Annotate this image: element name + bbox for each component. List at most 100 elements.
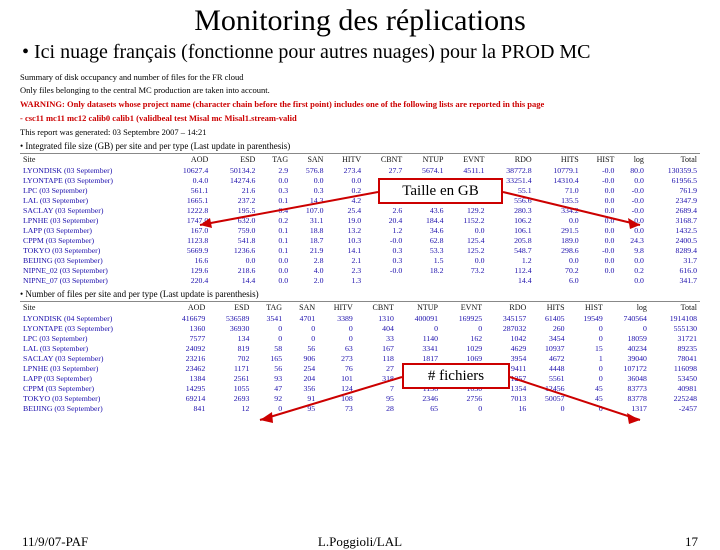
table-row: NIPNE_07 (03 September)220.414.40.02.01.… — [20, 275, 700, 285]
table-cell: 0 — [568, 333, 606, 343]
table-cell: 759.0 — [211, 225, 258, 235]
table-cell: 0 — [568, 323, 606, 333]
bullet-main: Ici nuage français (fonctionne pour autr… — [0, 40, 720, 70]
table-header-row: SiteAODESDTAGSANHITVCBNTNTUPEVNTRDOHITSH… — [20, 302, 700, 314]
table-cell: TOKYO (03 September) — [20, 393, 164, 403]
table-cell: 0 — [252, 333, 285, 343]
table-cell: 18.7 — [291, 235, 326, 245]
table-cell: 218.6 — [211, 265, 258, 275]
table-cell: 1171 — [208, 363, 252, 373]
table-cell: 5674.1 — [405, 165, 446, 175]
table-cell: 38772.8 — [488, 165, 535, 175]
table-cell: 0.0 — [582, 205, 618, 215]
table-cell: 0 — [397, 323, 441, 333]
table-cell: 4.2 — [326, 195, 364, 205]
table-cell: 0.4.0 — [164, 175, 211, 185]
table-cell: 1140 — [397, 333, 441, 343]
table-cell: 40981 — [650, 383, 700, 393]
table-cell: 1042 — [485, 333, 529, 343]
table-cell: 5561 — [529, 373, 567, 383]
col-header: Site — [20, 154, 164, 166]
table-cell: 0 — [606, 323, 650, 333]
table-cell: 56 — [285, 343, 318, 353]
table-cell: 0.0 — [617, 275, 647, 285]
col-header: HITV — [318, 302, 356, 314]
table-cell: 43.6 — [405, 205, 446, 215]
table-row: LAL (03 September)2409281958566316733411… — [20, 343, 700, 353]
table-cell: 0.2 — [326, 185, 364, 195]
col-header: log — [617, 154, 647, 166]
table-cell: 8289.4 — [647, 245, 700, 255]
col-header: Total — [647, 154, 700, 166]
table-cell: 89235 — [650, 343, 700, 353]
table-cell: 1384 — [164, 373, 208, 383]
table-cell: 2693 — [208, 393, 252, 403]
col-header: EVNT — [447, 154, 488, 166]
table-cell: 0.0 — [291, 175, 326, 185]
section-label-files: • Number of files per site and per type … — [20, 289, 700, 299]
table-cell: 12456 — [529, 383, 567, 393]
table-cell: 1055 — [208, 383, 252, 393]
table-cell: 16 — [485, 403, 529, 413]
col-header: ESD — [208, 302, 252, 314]
table-cell: 298.6 — [535, 245, 582, 255]
col-header: AOD — [164, 154, 211, 166]
table-cell: 548.7 — [488, 245, 535, 255]
table-cell: 280.3 — [488, 205, 535, 215]
col-header: HITS — [535, 154, 582, 166]
report-line-2: Only files belonging to the central MC p… — [20, 85, 700, 96]
table-cell: 61405 — [529, 313, 567, 323]
table-cell: 18.2 — [405, 265, 446, 275]
table-cell: 0.0 — [582, 225, 618, 235]
table-cell: 0.3 — [364, 245, 405, 255]
table-cell: 0 — [568, 363, 606, 373]
table-cell: TOKYO (03 September) — [20, 245, 164, 255]
table-cell: 36048 — [606, 373, 650, 383]
table-cell: 356 — [285, 383, 318, 393]
table-cell: 0.0 — [211, 255, 258, 265]
table-cell: -0.0 — [364, 235, 405, 245]
table-cell: 0.0 — [258, 265, 291, 275]
table-cell: 19549 — [568, 313, 606, 323]
table-row: BEIJING (03 September)841120957328650160… — [20, 403, 700, 413]
table-row: BEIJING (03 September)16.60.00.02.82.10.… — [20, 255, 700, 265]
table-cell: 10627.4 — [164, 165, 211, 175]
table-cell: 73.2 — [447, 265, 488, 275]
table-cell: 205.8 — [488, 235, 535, 245]
table-cell: 13.2 — [326, 225, 364, 235]
table-cell: 65 — [397, 403, 441, 413]
table-cell: 184.4 — [405, 215, 446, 225]
table-cell: 0.0 — [582, 185, 618, 195]
table-cell: 0.0 — [617, 175, 647, 185]
table-cell: 3168.7 — [647, 215, 700, 225]
table-row: LYONTAPE (03 September)13603693000040400… — [20, 323, 700, 333]
table-cell: 2.6 — [364, 205, 405, 215]
table-cell: 0 — [285, 333, 318, 343]
table-cell: 7 — [356, 383, 397, 393]
table-cell: 0.3 — [291, 185, 326, 195]
table-cell: 33 — [356, 333, 397, 343]
table-cell: 129.6 — [164, 265, 211, 275]
table-cell: LPNHE (03 September) — [20, 215, 164, 225]
table-cell: 1 — [568, 353, 606, 363]
table-cell: 106.1 — [488, 225, 535, 235]
table-cell: 318 — [356, 373, 397, 383]
table-cell: 24092 — [164, 343, 208, 353]
col-header: SAN — [285, 302, 318, 314]
table-cell: 740564 — [606, 313, 650, 323]
table-cell: 3954 — [485, 353, 529, 363]
table-cell: 334.2 — [535, 205, 582, 215]
table-cell: 1310 — [356, 313, 397, 323]
table-cell: 19.0 — [326, 215, 364, 225]
col-header: TAG — [252, 302, 285, 314]
table-cell: LPC (03 September) — [20, 185, 164, 195]
table-cell: 2.3 — [326, 265, 364, 275]
table-cell: 195.5 — [211, 205, 258, 215]
table-cell: 2.8 — [291, 255, 326, 265]
table-cell: -0.0 — [364, 265, 405, 275]
table-cell: 47 — [252, 383, 285, 393]
table-cell: 53.3 — [405, 245, 446, 255]
table-cell: 107.0 — [291, 205, 326, 215]
table-cell: 1.5 — [405, 255, 446, 265]
table-cell: 80.0 — [617, 165, 647, 175]
